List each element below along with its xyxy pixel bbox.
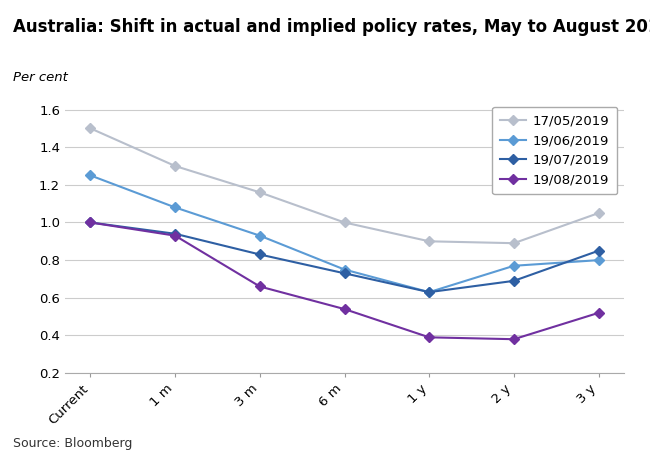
19/06/2019 [171,205,179,210]
19/08/2019 [256,284,264,289]
19/07/2019 [425,289,433,295]
17/05/2019 [595,210,603,216]
19/07/2019 [510,278,518,283]
19/06/2019 [86,173,94,178]
17/05/2019 [171,163,179,169]
19/06/2019 [341,267,348,272]
17/05/2019 [425,238,433,244]
Legend: 17/05/2019, 19/06/2019, 19/07/2019, 19/08/2019: 17/05/2019, 19/06/2019, 19/07/2019, 19/0… [492,106,618,194]
19/07/2019 [341,271,348,276]
Text: Per cent: Per cent [13,71,68,84]
19/06/2019 [256,233,264,238]
17/05/2019 [510,240,518,246]
Text: Source: Bloomberg: Source: Bloomberg [13,437,133,450]
19/08/2019 [595,310,603,316]
19/07/2019 [595,248,603,253]
19/08/2019 [86,220,94,225]
Line: 19/06/2019: 19/06/2019 [87,172,602,296]
Line: 19/08/2019: 19/08/2019 [87,219,602,343]
17/05/2019 [86,126,94,131]
19/06/2019 [425,289,433,295]
19/06/2019 [595,258,603,263]
19/08/2019 [510,337,518,342]
Line: 19/07/2019: 19/07/2019 [87,219,602,296]
19/08/2019 [425,334,433,340]
Text: Australia: Shift in actual and implied policy rates, May to August 2019: Australia: Shift in actual and implied p… [13,18,650,36]
19/07/2019 [86,220,94,225]
19/07/2019 [256,252,264,257]
17/05/2019 [256,190,264,195]
19/07/2019 [171,231,179,237]
19/08/2019 [341,306,348,312]
19/06/2019 [510,263,518,268]
Line: 17/05/2019: 17/05/2019 [87,125,602,247]
19/08/2019 [171,233,179,238]
17/05/2019 [341,220,348,225]
